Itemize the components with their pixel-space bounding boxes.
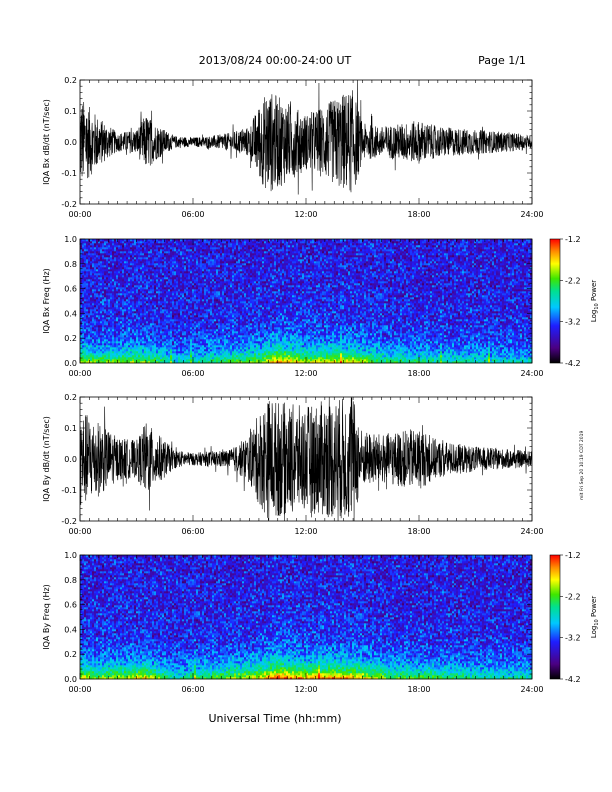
spectrogram-panel-4 [80, 555, 533, 680]
x-tick-label: 06:00 [181, 685, 204, 694]
panel-group: 00:00 06:00 12:00 18:00 24:00 -0.2 -0.1 0.0 0.1 0… [42, 76, 600, 694]
trace-line-panel-1 [80, 80, 532, 195]
header-date-range: 2013/08/24 00:00-24:00 UT [199, 54, 352, 67]
colorbar-tick-label: -4.2 [565, 359, 581, 368]
y-tick-label: 0.4 [64, 625, 77, 634]
y-tick-label: 0.0 [64, 138, 77, 147]
y-tick-label: 0.8 [64, 576, 77, 585]
y-tick-label: 0.2 [64, 334, 77, 343]
x-tick-label: 00:00 [68, 685, 91, 694]
colorbar-panel-2 [549, 238, 561, 364]
x-tick-label: 00:00 [68, 210, 91, 219]
x-tick-label: 00:00 [68, 369, 91, 378]
x-tick-label: 12:00 [294, 369, 317, 378]
y-tick-label: 0.8 [64, 260, 77, 269]
x-tick-label: 06:00 [181, 527, 204, 536]
spectrogram-panel-2 [80, 239, 533, 364]
x-tick-label: 24:00 [520, 685, 543, 694]
x-tick-label: 18:00 [407, 527, 430, 536]
y-tick-label: 1.0 [64, 551, 77, 560]
y-axis-title: IQA Bx dB/dt (nT/sec) [42, 99, 51, 185]
y-tick-label: 0.0 [64, 359, 77, 368]
x-tick-label: 24:00 [520, 369, 543, 378]
y-tick-label: -0.2 [61, 517, 77, 526]
colorbar-label: Log10 Power [590, 280, 600, 322]
y-tick-label: 0.2 [64, 393, 77, 402]
colorbar-tick-label: -2.2 [565, 276, 581, 285]
colorbar-tick-label: -2.2 [565, 592, 581, 601]
colorbar-tick-label: -1.2 [565, 551, 581, 560]
y-tick-label: 0.0 [64, 675, 77, 684]
colorbar-panel-4 [549, 554, 561, 680]
y-tick-label: 0.2 [64, 76, 77, 85]
y-tick-label: 0.0 [64, 455, 77, 464]
x-tick-label: 24:00 [520, 210, 543, 219]
x-tick-label: 00:00 [68, 527, 91, 536]
y-tick-label: -0.2 [61, 200, 77, 209]
colorbar-tick-label: -3.2 [565, 634, 581, 643]
y-tick-label: -0.1 [61, 169, 77, 178]
x-tick-label: 06:00 [181, 369, 204, 378]
x-tick-label: 06:00 [181, 210, 204, 219]
y-axis-title: IQA By dB/dt (nT/sec) [42, 416, 51, 502]
colorbar-label: Log10 Power [590, 596, 600, 638]
y-tick-label: 0.1 [64, 107, 77, 116]
x-tick-label: 12:00 [294, 527, 317, 536]
y-tick-label: 0.6 [64, 601, 77, 610]
y-axis-title: IQA By Freq (Hz) [42, 584, 51, 650]
y-tick-label: 0.4 [64, 309, 77, 318]
panel-4: -1.2 -2.2 -3.2 -4.2 Log10 Power 00:00 06:00 12:… [42, 551, 600, 694]
panel-2: -1.2 -2.2 -3.2 -4.2 Log10 Power 00:00 06:00 12:… [42, 235, 600, 378]
colorbar-tick-label: -4.2 [565, 675, 581, 684]
header-page-number: Page 1/1 [478, 54, 526, 67]
x-tick-label: 18:00 [407, 210, 430, 219]
y-axis-title: IQA Bx Freq (Hz) [42, 268, 51, 334]
x-tick-label: 24:00 [520, 527, 543, 536]
trace-line-panel-3 [80, 397, 532, 521]
y-tick-label: 0.6 [64, 285, 77, 294]
x-axis-title: Universal Time (hh:mm) [209, 712, 342, 725]
side-timestamp: mit Fri Sep 20 10:19 CDT 2019 [579, 431, 585, 500]
y-tick-label: 1.0 [64, 235, 77, 244]
colorbar-tick-label: -1.2 [565, 235, 581, 244]
x-tick-label: 18:00 [407, 369, 430, 378]
y-tick-label: 0.2 [64, 650, 77, 659]
x-tick-label: 12:00 [294, 685, 317, 694]
x-tick-label: 12:00 [294, 210, 317, 219]
colorbar-tick-label: -3.2 [565, 318, 581, 327]
y-tick-label: -0.1 [61, 486, 77, 495]
x-tick-label: 18:00 [407, 685, 430, 694]
panel-1: 00:00 06:00 12:00 18:00 24:00 -0.2 -0.1 0.0 0.1 0… [42, 76, 544, 219]
panel-3: 00:00 06:00 12:00 18:00 24:00 -0.2 -0.1 0.0 0.1 0… [42, 393, 544, 536]
y-tick-label: 0.1 [64, 424, 77, 433]
